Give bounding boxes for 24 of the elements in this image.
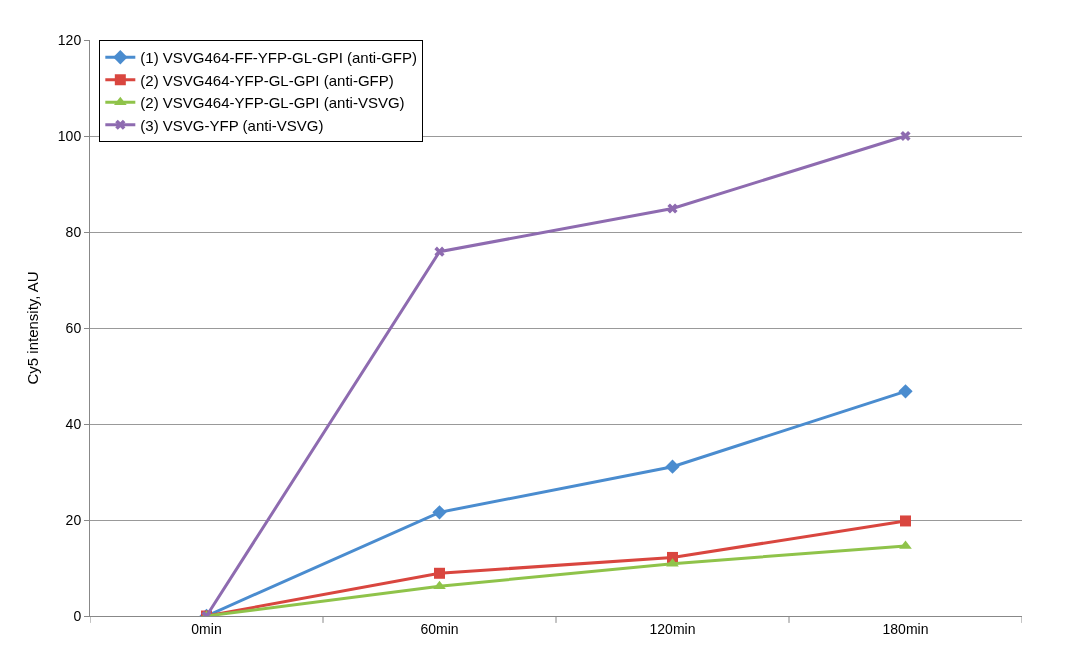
legend-label: (1) VSVG464-FF-YFP-GL-GPI (anti-GFP) xyxy=(140,49,418,67)
y-tick-label: 120 xyxy=(57,31,82,48)
y-axis-title: Cy5 intensity, AU xyxy=(24,271,42,385)
point xyxy=(900,515,911,527)
legend-label: (3) VSVG-YFP (anti-VSVG) xyxy=(140,116,324,134)
y-tick-label: 60 xyxy=(65,319,82,336)
y-tick-label: 20 xyxy=(65,511,82,528)
y-tick-label: 100 xyxy=(57,127,82,144)
x-tick-label: 60min xyxy=(420,620,459,637)
point xyxy=(667,203,678,214)
legend-label: (2) VSVG464-YFP-GL-GPI (anti-VSVG) xyxy=(140,94,405,112)
x-tick-label: 120min xyxy=(649,620,696,637)
y-tick-label: 80 xyxy=(65,223,82,240)
y-tick-label: 0 xyxy=(73,607,82,624)
point xyxy=(900,130,911,142)
point xyxy=(665,459,680,474)
x-tick-label: 180min xyxy=(882,620,929,637)
point xyxy=(434,567,445,579)
point xyxy=(432,505,447,520)
point xyxy=(434,246,445,257)
x-tick-label: 0min xyxy=(191,620,222,637)
legend-label: (2) VSVG464-YFP-GL-GPI (anti-GFP) xyxy=(140,71,394,89)
point xyxy=(898,384,913,399)
y-tick-label: 40 xyxy=(65,415,82,432)
